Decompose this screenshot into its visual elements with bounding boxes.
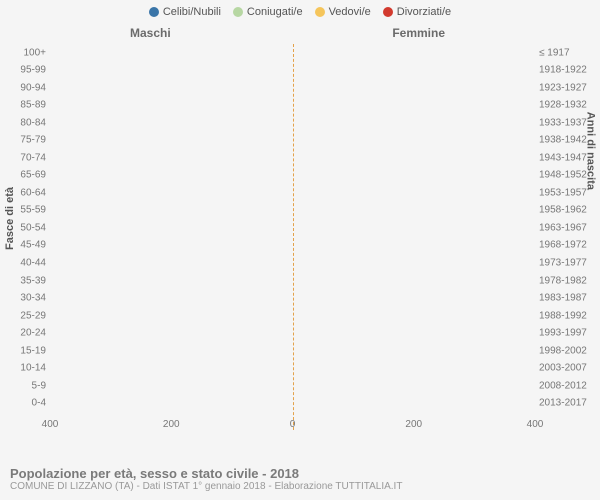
chart-container: Celibi/Nubili Coniugati/e Vedovi/e Divorzia…: [0, 0, 600, 500]
age-label: 95-99: [10, 65, 46, 76]
birth-label: 1983-1987: [539, 293, 595, 304]
age-row: 5-92008-2012: [50, 377, 535, 395]
legend-label: Vedovi/e: [329, 6, 371, 18]
age-label: 80-84: [10, 117, 46, 128]
legend-swatch: [315, 7, 325, 17]
age-row: 75-791938-1942: [50, 132, 535, 150]
age-row: 40-441973-1977: [50, 254, 535, 272]
rows: 0-42013-20175-92008-201210-142003-200715…: [50, 44, 535, 412]
age-label: 30-34: [10, 293, 46, 304]
x-tick: 200: [163, 419, 180, 430]
age-row: 35-391978-1982: [50, 272, 535, 290]
legend: Celibi/Nubili Coniugati/e Vedovi/e Divorzia…: [0, 0, 600, 18]
footer-subtitle: COMUNE DI LIZZANO (TA) - Dati ISTAT 1° g…: [10, 481, 402, 492]
age-label: 70-74: [10, 152, 46, 163]
x-tick: 0: [290, 419, 296, 430]
age-row: 15-191998-2002: [50, 342, 535, 360]
age-row: 50-541963-1967: [50, 219, 535, 237]
footer: Popolazione per età, sesso e stato civil…: [10, 466, 402, 492]
age-row: 20-241993-1997: [50, 324, 535, 342]
birth-label: 1933-1937: [539, 117, 595, 128]
x-tick: 200: [405, 419, 422, 430]
age-row: 85-891928-1932: [50, 96, 535, 114]
age-row: 100+≤ 1917: [50, 44, 535, 62]
age-row: 10-142003-2007: [50, 359, 535, 377]
birth-label: 1958-1962: [539, 205, 595, 216]
footer-title: Popolazione per età, sesso e stato civil…: [10, 466, 402, 481]
age-row: 45-491968-1972: [50, 237, 535, 255]
age-label: 55-59: [10, 205, 46, 216]
legend-label: Divorziati/e: [397, 6, 451, 18]
age-label: 90-94: [10, 82, 46, 93]
age-label: 85-89: [10, 100, 46, 111]
age-row: 25-291988-1992: [50, 307, 535, 325]
birth-label: 2013-2017: [539, 398, 595, 409]
age-label: 20-24: [10, 328, 46, 339]
x-tick: 400: [42, 419, 59, 430]
age-row: 65-691948-1952: [50, 167, 535, 185]
birth-label: 1968-1972: [539, 240, 595, 251]
legend-label: Coniugati/e: [247, 6, 303, 18]
age-row: 80-841933-1937: [50, 114, 535, 132]
age-label: 15-19: [10, 345, 46, 356]
birth-label: 1948-1952: [539, 170, 595, 181]
legend-swatch: [383, 7, 393, 17]
age-label: 65-69: [10, 170, 46, 181]
birth-label: 1938-1942: [539, 135, 595, 146]
age-label: 40-44: [10, 257, 46, 268]
age-label: 25-29: [10, 310, 46, 321]
legend-item: Vedovi/e: [315, 6, 371, 18]
age-row: 30-341983-1987: [50, 289, 535, 307]
age-label: 0-4: [10, 398, 46, 409]
age-label: 10-14: [10, 363, 46, 374]
birth-label: 2003-2007: [539, 363, 595, 374]
age-row: 70-741943-1947: [50, 149, 535, 167]
legend-item: Coniugati/e: [233, 6, 303, 18]
birth-label: 1973-1977: [539, 257, 595, 268]
age-label: 50-54: [10, 222, 46, 233]
birth-label: 1993-1997: [539, 328, 595, 339]
birth-label: 1943-1947: [539, 152, 595, 163]
legend-item: Celibi/Nubili: [149, 6, 221, 18]
birth-label: 1953-1957: [539, 187, 595, 198]
age-label: 75-79: [10, 135, 46, 146]
birth-label: 1923-1927: [539, 82, 595, 93]
legend-item: Divorziati/e: [383, 6, 451, 18]
header-male: Maschi: [130, 26, 171, 40]
age-row: 95-991918-1922: [50, 61, 535, 79]
birth-label: 2008-2012: [539, 380, 595, 391]
age-row: 55-591958-1962: [50, 202, 535, 220]
birth-label: 1928-1932: [539, 100, 595, 111]
age-label: 100+: [10, 47, 46, 58]
age-label: 60-64: [10, 187, 46, 198]
birth-label: 1998-2002: [539, 345, 595, 356]
plot-area: 0-42013-20175-92008-201210-142003-200715…: [50, 44, 535, 430]
legend-label: Celibi/Nubili: [163, 6, 221, 18]
x-tick: 400: [527, 419, 544, 430]
age-label: 45-49: [10, 240, 46, 251]
age-label: 5-9: [10, 380, 46, 391]
birth-label: 1918-1922: [539, 65, 595, 76]
legend-swatch: [149, 7, 159, 17]
age-label: 35-39: [10, 275, 46, 286]
birth-label: 1988-1992: [539, 310, 595, 321]
birth-label: 1963-1967: [539, 222, 595, 233]
header-female: Femmine: [392, 26, 445, 40]
birth-label: ≤ 1917: [539, 47, 595, 58]
legend-swatch: [233, 7, 243, 17]
age-row: 90-941923-1927: [50, 79, 535, 97]
birth-label: 1978-1982: [539, 275, 595, 286]
age-row: 60-641953-1957: [50, 184, 535, 202]
x-axis: 4002000200400: [50, 412, 535, 430]
age-row: 0-42013-2017: [50, 394, 535, 412]
